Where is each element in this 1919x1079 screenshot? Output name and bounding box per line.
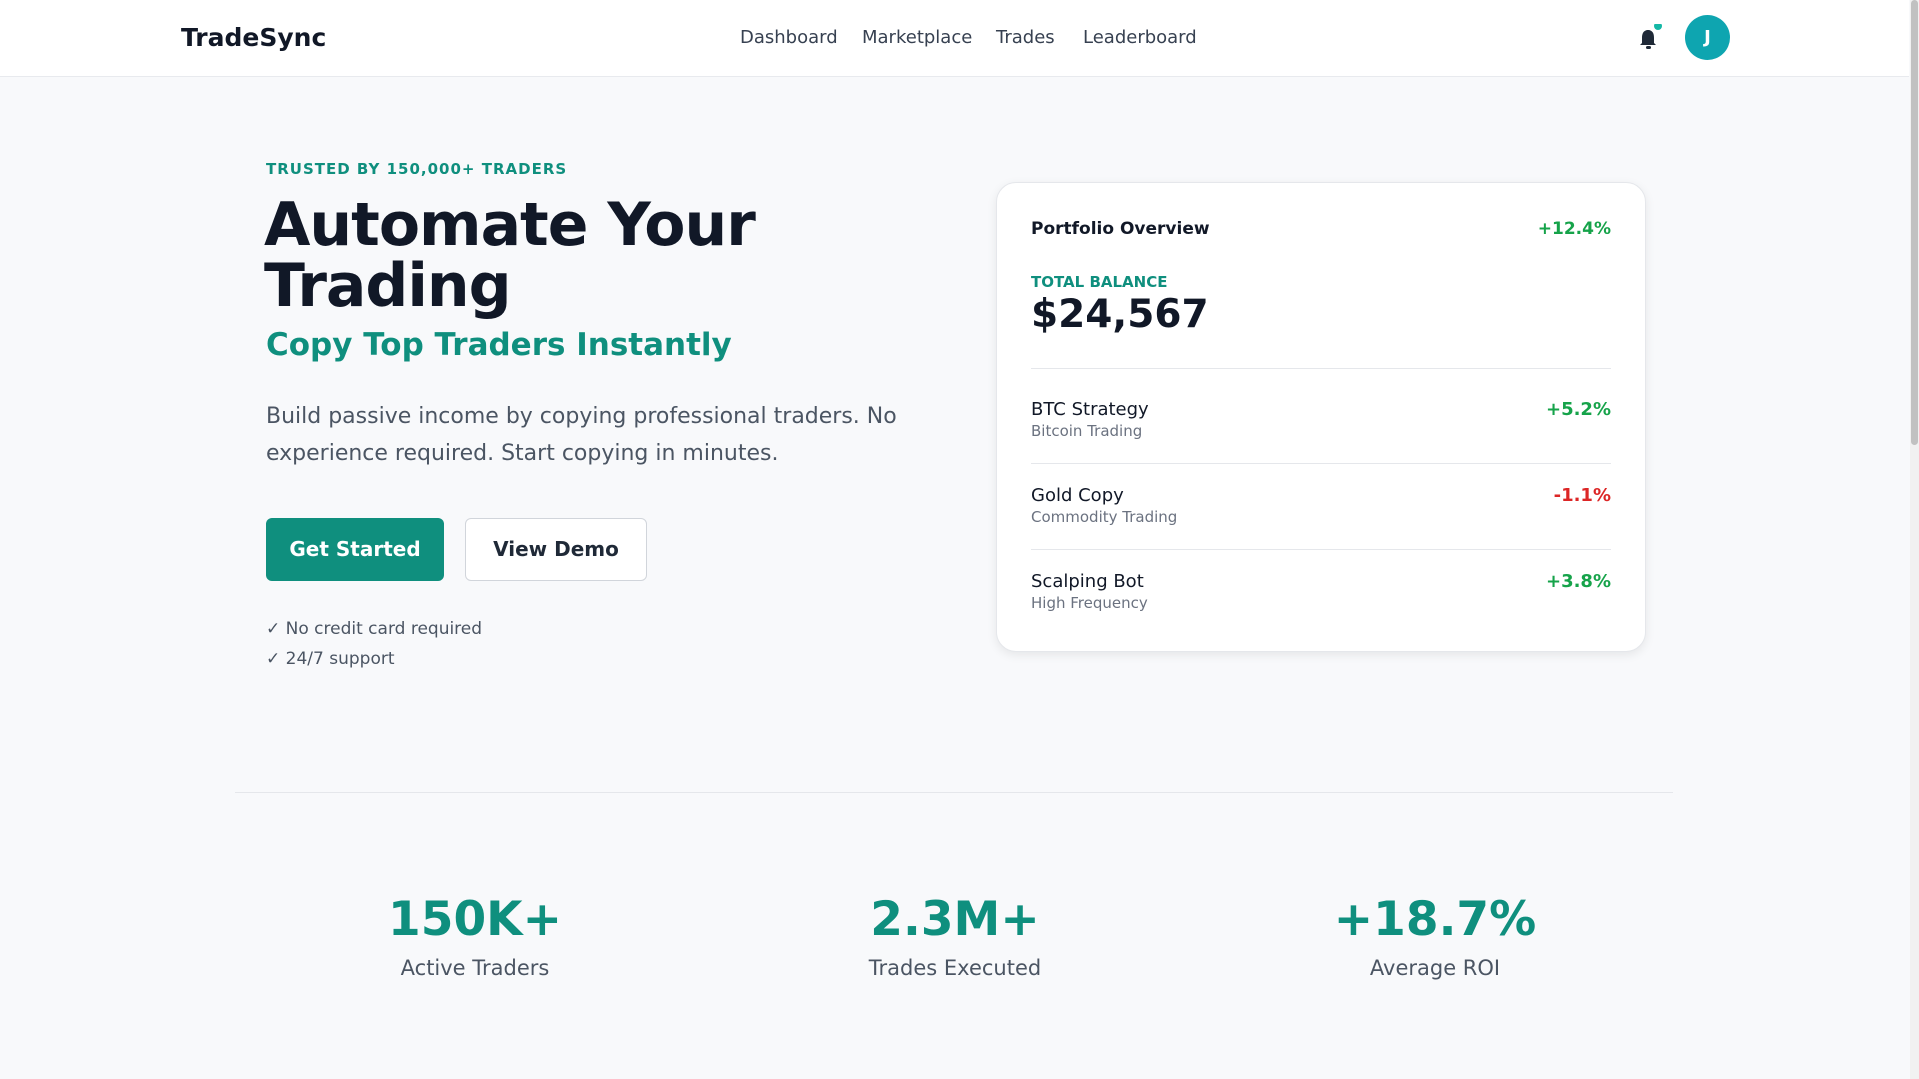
strategy-name: Scalping Bot: [1031, 571, 1144, 592]
strategy-type: Commodity Trading: [1031, 508, 1178, 526]
stat-value: +18.7%: [1333, 892, 1537, 947]
strategy-name: Gold Copy: [1031, 485, 1124, 506]
avatar[interactable]: J: [1685, 15, 1730, 60]
strategy-change: -1.1%: [1553, 485, 1611, 506]
description: Build passive income by copying professi…: [266, 404, 897, 429]
balance-label: TOTAL BALANCE: [1031, 273, 1168, 291]
strategy-name: BTC Strategy: [1031, 399, 1149, 420]
bell-icon[interactable]: [1636, 24, 1664, 52]
nav-link[interactable]: Leaderboard: [1083, 27, 1197, 48]
scrollbar[interactable]: [1910, 0, 1919, 1079]
stat-label: Average ROI: [1369, 956, 1501, 980]
section-divider: [235, 792, 1673, 793]
divider: [1031, 549, 1611, 550]
headline: Trading: [264, 251, 512, 321]
logo[interactable]: TradeSync: [181, 23, 327, 52]
divider: [1031, 463, 1611, 464]
description: experience required. Start copying in mi…: [266, 441, 779, 466]
stat-label: Trades Executed: [868, 956, 1042, 980]
navbar: TradeSync Dashboard Marketplace Trades L…: [0, 0, 1909, 77]
check-item: ✓ 24/7 support: [266, 649, 395, 669]
subtitle: Copy Top Traders Instantly: [266, 327, 732, 363]
card-change: +12.4%: [1537, 219, 1611, 239]
primary-button[interactable]: Get Started: [266, 518, 444, 581]
divider: [1031, 368, 1611, 369]
stat-value: 150K+: [388, 892, 562, 947]
check-item: ✓ No credit card required: [266, 619, 483, 639]
strategy-change: +5.2%: [1545, 399, 1611, 420]
nav-link[interactable]: Marketplace: [862, 27, 973, 48]
stat-label: Active Traders: [400, 956, 550, 980]
portfolio-card: Portfolio Overview +12.4% TOTAL BALANCE …: [996, 182, 1646, 652]
nav-link[interactable]: Dashboard: [740, 27, 838, 48]
strategy-type: Bitcoin Trading: [1031, 422, 1143, 440]
stat-value: 2.3M+: [870, 892, 1040, 947]
secondary-button[interactable]: View Demo: [465, 518, 647, 581]
card-title: Portfolio Overview: [1031, 219, 1210, 239]
nav-link[interactable]: Trades: [996, 27, 1055, 48]
strategy-change: +3.8%: [1545, 571, 1611, 592]
headline: Automate Your: [264, 190, 756, 260]
strategy-type: High Frequency: [1031, 594, 1148, 612]
balance: $24,567: [1031, 292, 1209, 337]
eyebrow: TRUSTED BY 150,000+ TRADERS: [266, 160, 568, 178]
